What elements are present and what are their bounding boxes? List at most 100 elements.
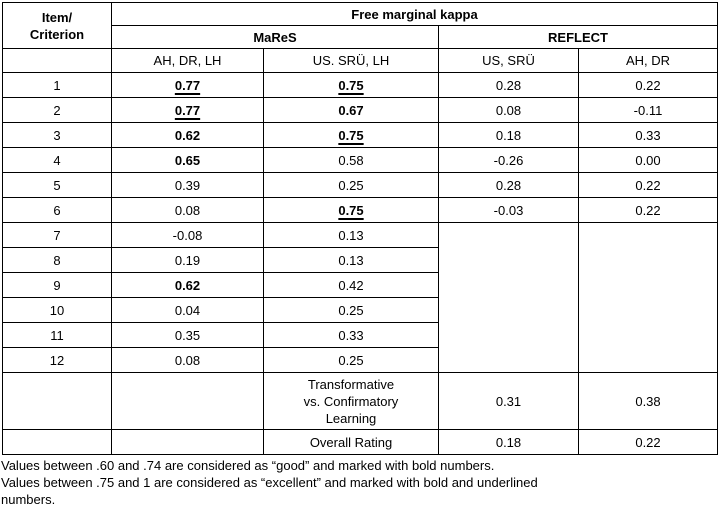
group-header-reflect: REFLECT <box>437 25 719 49</box>
value-cell: 0.28 <box>438 72 579 98</box>
value-cell: 0.62 <box>111 122 264 148</box>
value-cell: 0.67 <box>263 97 439 123</box>
value-cell: 0.25 <box>263 347 439 373</box>
empty-item-cell <box>2 372 112 430</box>
empty-value-cell <box>111 372 264 430</box>
item-criterion-header: Item/ Criterion <box>2 2 112 49</box>
value-cell: 0.08 <box>111 347 264 373</box>
empty-item-cell <box>2 429 112 455</box>
value-cell: 0.22 <box>577 429 719 455</box>
note-excellent: Values between .75 and 1 are considered … <box>1 475 538 507</box>
kappa-value: 0.75 <box>338 202 364 218</box>
value-cell: 0.75 <box>263 122 439 148</box>
item-cell: 9 <box>2 272 112 298</box>
kappa-value: 0.08 <box>495 102 522 118</box>
value-cell: 0.31 <box>438 372 579 430</box>
value-cell: 0.35 <box>111 322 264 348</box>
value-cell: 0.42 <box>263 272 439 298</box>
summary-label-cell: Overall Rating <box>263 429 439 455</box>
value-cell: 0.22 <box>577 197 719 223</box>
value-cell: 0.22 <box>577 172 719 198</box>
kappa-value: 0.33 <box>635 127 661 143</box>
summary-label-cell: Transformative vs. Confirmatory Learning <box>263 372 439 430</box>
value-cell: -0.08 <box>111 222 264 248</box>
kappa-value: 0.18 <box>495 127 522 143</box>
kappa-value: 0.62 <box>174 277 201 293</box>
kappa-value: 0.19 <box>174 252 201 268</box>
empty-merged-cell-reflect-1 <box>438 222 579 373</box>
value-cell: 0.33 <box>577 122 719 148</box>
item-cell: 10 <box>2 297 112 323</box>
summary-row: Overall Rating 0.18 0.22 <box>2 429 719 455</box>
rater-header-reflect-2: AH, DR <box>577 48 719 73</box>
table-notes: Values between .60 and .74 are considere… <box>1 457 719 508</box>
kappa-value: 0.28 <box>495 77 522 93</box>
item-cell: 5 <box>2 172 112 198</box>
rater-header-mares-2: US. SRÜ, LH <box>263 48 439 73</box>
item-cell: 3 <box>2 122 112 148</box>
kappa-value: 0.08 <box>174 202 201 218</box>
item-cell: 7 <box>2 222 112 248</box>
value-cell: 0.18 <box>438 122 579 148</box>
note-good: Values between .60 and .74 are considere… <box>1 458 495 473</box>
value-cell: 0.13 <box>263 247 439 273</box>
kappa-value: 0.22 <box>635 202 661 218</box>
kappa-value: 0.75 <box>338 127 364 143</box>
value-cell: 0.28 <box>438 172 579 198</box>
kappa-value: -0.08 <box>172 227 203 243</box>
item-cell: 12 <box>2 347 112 373</box>
group-header-mares: MaReS <box>111 25 439 49</box>
kappa-value: 0.65 <box>174 152 201 168</box>
value-cell: 0.77 <box>111 72 264 98</box>
item-cell: 8 <box>2 247 112 273</box>
kappa-value: 0.04 <box>174 302 201 318</box>
table-row: 8 0.19 0.13 <box>2 247 718 273</box>
table-row: 3 0.62 0.75 0.18 0.33 <box>2 122 719 148</box>
kappa-value: -0.11 <box>633 102 663 118</box>
kappa-value: 0.22 <box>635 77 661 93</box>
item-cell: 2 <box>2 97 112 123</box>
item-cell: 6 <box>2 197 112 223</box>
table-row: 7 -0.08 0.13 <box>2 222 719 373</box>
kappa-value: 0.62 <box>174 127 201 143</box>
empty-header-cell <box>2 48 112 73</box>
value-cell: 0.19 <box>111 247 264 273</box>
value-cell: 0.13 <box>263 222 439 248</box>
kappa-value: 0.28 <box>495 177 522 193</box>
value-cell: 0.39 <box>111 172 264 198</box>
kappa-value: 0.25 <box>338 352 364 368</box>
value-cell: 0.25 <box>263 297 439 323</box>
empty-value-cell <box>111 429 264 455</box>
kappa-value: 0.25 <box>338 177 364 193</box>
value-cell: 0.18 <box>438 429 579 455</box>
value-cell: 0.75 <box>263 72 439 98</box>
kappa-value: 0.42 <box>338 277 364 293</box>
item-cell: 4 <box>2 147 112 173</box>
item-cell: 1 <box>2 72 112 98</box>
kappa-value: 0.67 <box>338 102 364 118</box>
value-cell: 0.65 <box>111 147 264 173</box>
kappa-value: 0.35 <box>174 327 201 343</box>
rater-header-mares-1: AH, DR, LH <box>111 48 264 73</box>
kappa-value: -0.26 <box>493 152 524 168</box>
value-cell: 0.04 <box>111 297 264 323</box>
kappa-value: 0.77 <box>174 77 201 93</box>
kappa-value: 0.22 <box>635 177 661 193</box>
kappa-value: 0.13 <box>338 252 364 268</box>
table-row: 4 0.65 0.58 -0.26 0.00 <box>2 147 719 173</box>
value-cell: -0.26 <box>438 147 579 173</box>
value-cell: 0.08 <box>438 97 579 123</box>
table-row: 1 0.77 0.75 0.28 0.22 <box>2 72 719 98</box>
item-cell: 11 <box>2 322 112 348</box>
table-row: 6 0.08 0.75 -0.03 0.22 <box>2 197 719 223</box>
summary-row: Transformative vs. Confirmatory Learning… <box>2 372 719 430</box>
kappa-value: 0.13 <box>338 227 364 243</box>
value-cell: 0.58 <box>263 147 439 173</box>
value-cell: 0.08 <box>111 197 264 223</box>
kappa-title-header: Free marginal kappa <box>110 2 719 26</box>
kappa-value: 0.77 <box>174 102 201 118</box>
value-cell: 0.75 <box>263 197 439 223</box>
value-cell: -0.11 <box>577 97 719 123</box>
value-cell: 0.77 <box>111 97 264 123</box>
table-row: 2 0.77 0.67 0.08 -0.11 <box>2 97 719 123</box>
